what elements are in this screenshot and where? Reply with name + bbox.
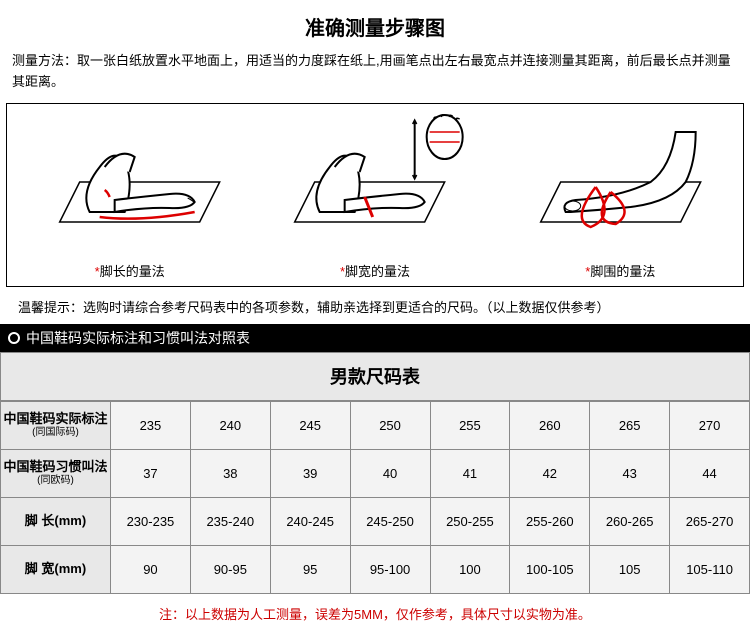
size-table: 男款尺码表 [0,352,750,401]
diagram-foot-girth: *脚围的量法 [498,104,743,286]
data-cell: 240-245 [270,497,350,545]
data-cell: 235 [111,401,191,449]
diagram-label: *脚宽的量法 [256,261,493,280]
data-cell: 255-260 [510,497,590,545]
data-cell: 265 [590,401,670,449]
size-table-wrap: 男款尺码表 中国鞋码实际标注(同国际码)23524024525025526026… [0,352,750,594]
diagram-label: *脚长的量法 [11,261,248,280]
data-cell: 100 [430,545,510,593]
diagram-row: *脚长的量法 *脚宽的量法 [6,103,744,287]
data-cell: 265-270 [670,497,750,545]
section-bar: 中国鞋码实际标注和习惯叫法对照表 [0,324,750,352]
row-header: 脚 长(mm) [1,497,111,545]
foot-girth-icon [502,112,739,252]
data-cell: 90 [111,545,191,593]
data-cell: 43 [590,449,670,497]
row-header: 中国鞋码实际标注(同国际码) [1,401,111,449]
data-cell: 95-100 [350,545,430,593]
data-cell: 260 [510,401,590,449]
data-cell: 39 [270,449,350,497]
data-cell: 255 [430,401,510,449]
data-cell: 37 [111,449,191,497]
data-cell: 230-235 [111,497,191,545]
data-cell: 250 [350,401,430,449]
data-cell: 245-250 [350,497,430,545]
warm-tip: 温馨提示：选购时请综合参考尺码表中的各项参数，辅助亲选择到更适合的尺码。（以上数… [0,287,750,324]
data-cell: 38 [190,449,270,497]
data-cell: 42 [510,449,590,497]
data-cell: 250-255 [430,497,510,545]
foot-width-icon [256,112,493,252]
data-cell: 95 [270,545,350,593]
data-cell: 235-240 [190,497,270,545]
measurement-method: 测量方法：取一张白纸放置水平地面上，用适当的力度踩在纸上,用画笔点出左右最宽点并… [0,51,750,103]
diagram-foot-length: *脚长的量法 [7,104,252,286]
row-header: 中国鞋码习惯叫法(同欧码) [1,449,111,497]
data-cell: 240 [190,401,270,449]
data-cell: 44 [670,449,750,497]
row-header: 脚 宽(mm) [1,545,111,593]
data-cell: 41 [430,449,510,497]
diagram-label: *脚围的量法 [502,261,739,280]
data-cell: 40 [350,449,430,497]
foot-length-icon [11,112,248,252]
data-cell: 245 [270,401,350,449]
diagram-foot-width: *脚宽的量法 [252,104,497,286]
data-cell: 105-110 [670,545,750,593]
data-cell: 270 [670,401,750,449]
data-cell: 100-105 [510,545,590,593]
size-table-body: 中国鞋码实际标注(同国际码)235240245250255260265270 中国… [0,401,750,594]
data-cell: 90-95 [190,545,270,593]
footnote: 注：以上数据为人工测量，误差为5MM，仅作参考，具体尺寸以实物为准。 [0,594,750,637]
main-title: 准确测量步骤图 [0,0,750,51]
data-cell: 105 [590,545,670,593]
data-cell: 260-265 [590,497,670,545]
table-title: 男款尺码表 [1,352,750,400]
